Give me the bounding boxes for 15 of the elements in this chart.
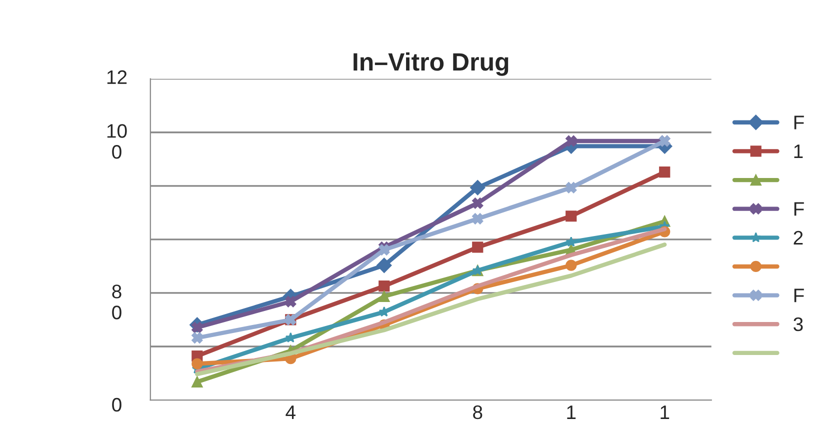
text: 0 — [112, 398, 122, 412]
legend-label: F — [794, 288, 804, 302]
legend-label: 2 — [794, 230, 803, 244]
x-tick-label: 4 — [286, 406, 296, 419]
x-tick-label: 1 — [660, 406, 670, 419]
legend-label: 1 — [794, 144, 803, 158]
chart-title: In–Vitro Drug — [354, 52, 508, 76]
x-tick-label: 8 — [473, 405, 482, 420]
text: 12 — [107, 70, 127, 84]
legend-label: F — [794, 116, 804, 130]
text: 8 0 — [112, 284, 122, 320]
legend-label: F — [794, 202, 804, 216]
text: 10 0 — [107, 124, 127, 159]
x-tick-label: 1 — [567, 406, 576, 419]
legend-label: 3 — [794, 317, 803, 332]
